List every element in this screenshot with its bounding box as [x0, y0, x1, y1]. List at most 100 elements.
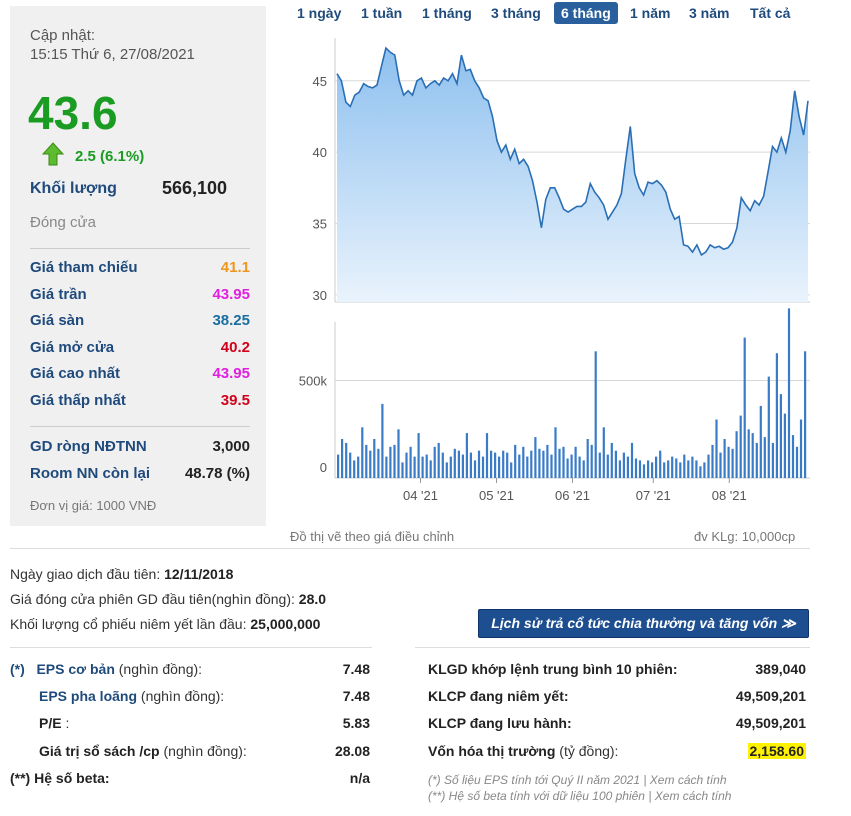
volume-bar	[779, 394, 782, 478]
volume-bar	[651, 462, 654, 478]
stat-value: 28.08	[334, 743, 370, 759]
volume-bar	[626, 456, 629, 478]
price-row-value: 43.95	[212, 365, 250, 382]
volume-bar	[735, 431, 738, 478]
volume-bar	[711, 444, 714, 478]
volume-bar	[699, 466, 702, 478]
volume-bar	[663, 462, 666, 478]
stat-label: Vốn hóa thị trường	[428, 743, 556, 759]
volume-bar	[526, 456, 529, 478]
price-tick-label: 30	[313, 288, 327, 303]
first-listed-value: 25,000,000	[250, 616, 321, 632]
stat-value: 49,509,201	[735, 688, 806, 704]
volume-bar	[465, 433, 468, 478]
room-label: Room NN còn lại	[30, 465, 151, 482]
volume-bar	[795, 446, 799, 478]
volume-bar	[373, 439, 376, 478]
volume-bar	[574, 446, 577, 478]
tab-1-month[interactable]: 1 tháng	[422, 5, 472, 21]
volume-bar	[417, 433, 420, 478]
volume-bar	[522, 446, 525, 478]
volume-bar	[485, 433, 489, 478]
stat-label: P/E	[39, 715, 62, 731]
volume-bar	[799, 419, 803, 478]
volume-bar	[578, 456, 581, 478]
volume-bar	[610, 442, 613, 478]
volume-bar	[570, 454, 573, 478]
close-label: Đóng cửa	[30, 214, 96, 231]
chart-note: Đồ thị vẽ theo giá điều chỉnh	[290, 529, 455, 544]
price-row-label: Giá trần	[30, 286, 87, 303]
tab-1-day[interactable]: 1 ngày	[297, 5, 342, 21]
current-price: 43.6	[28, 87, 118, 139]
stat-row-outstanding-shares: KLCP đang lưu hành: 49,509,201	[428, 715, 806, 735]
price-tick-label: 40	[313, 145, 327, 160]
volume-bar	[763, 437, 766, 478]
divider	[30, 426, 250, 427]
tab-3-years[interactable]: 3 năm	[689, 5, 730, 21]
volume-bar	[594, 351, 597, 479]
volume-bar	[695, 460, 698, 478]
stat-label: KLCP đang niêm yết:	[428, 688, 569, 704]
volume-bar	[494, 452, 497, 478]
volume-bar	[743, 337, 746, 478]
volume-bar	[554, 427, 557, 478]
volume-bar	[783, 413, 786, 478]
volume-bar	[582, 460, 585, 478]
price-change: 2.5 (6.1%)	[75, 148, 145, 165]
volume-bar	[618, 460, 621, 478]
volume-bar	[755, 442, 758, 478]
x-tick-label: 04 '21	[403, 488, 438, 503]
stat-label: Giá trị sổ sách /cp	[39, 743, 160, 759]
volume-bar	[691, 456, 694, 478]
price-tick-label: 45	[313, 74, 327, 89]
volume-bar	[767, 376, 770, 478]
volume-bar	[341, 439, 344, 478]
volume-bar	[518, 454, 521, 478]
stat-row-beta: (**) Hệ số beta: n/a	[10, 770, 370, 790]
price-row: Giá cao nhất 43.95	[30, 365, 250, 387]
price-row-label: Giá cao nhất	[30, 365, 121, 382]
first-listed-label: Khối lượng cổ phiếu niêm yết lần đầu:	[10, 616, 247, 632]
volume-bar	[389, 446, 392, 478]
dividend-history-button[interactable]: Lịch sử trả cổ tức chia thưởng và tăng v…	[478, 609, 809, 638]
x-tick-label: 07 '21	[636, 488, 671, 503]
summary-panel: Cập nhật: 15:15 Thứ 6, 27/08/2021 43.6 2…	[10, 6, 266, 526]
x-tick-label: 08 '21	[712, 488, 747, 503]
volume-bar	[534, 437, 537, 478]
volume-bar	[598, 452, 601, 478]
x-tick-label: 05 '21	[479, 488, 514, 503]
volume-bar	[337, 454, 340, 478]
volume-bar	[747, 429, 750, 479]
volume-bar	[433, 446, 436, 478]
volume-bar	[441, 452, 444, 478]
price-row: Giá mở cửa 40.2	[30, 339, 250, 361]
volume-bar	[667, 460, 670, 478]
stat-label: EPS pha loãng	[39, 688, 138, 704]
volume-bar	[659, 450, 662, 478]
first-listed-line: Khối lượng cổ phiếu niêm yết lần đầu: 25…	[10, 616, 320, 632]
foreign-net-row: GD ròng NĐTNN 3,000	[30, 438, 250, 460]
volume-bar	[510, 462, 513, 478]
note-beta: (**) Hệ số beta tính với dữ liệu 100 phi…	[428, 789, 732, 803]
stat-suffix: (nghìn đồng):	[137, 688, 225, 704]
price-row-value: 41.1	[220, 259, 250, 276]
chart-volume-unit: đv KLg: 10,000cp	[694, 529, 796, 544]
tab-3-months[interactable]: 3 tháng	[491, 5, 541, 21]
volume-bar	[542, 450, 545, 478]
first-trade-line: Ngày giao dịch đầu tiên: 12/11/2018	[10, 566, 233, 582]
volume-bar	[634, 458, 638, 478]
tab-1-week[interactable]: 1 tuần	[361, 5, 403, 21]
tab-6-months[interactable]: 6 tháng	[554, 2, 618, 24]
tab-1-year[interactable]: 1 năm	[630, 5, 671, 21]
stat-row-listed-shares: KLCP đang niêm yết: 49,509,201	[428, 688, 806, 708]
volume-bar	[421, 456, 424, 478]
volume-bar	[385, 456, 388, 478]
volume-bar	[759, 405, 762, 478]
volume-bar	[622, 452, 625, 478]
volume-bar	[365, 444, 368, 478]
volume-bar	[369, 450, 372, 478]
price-row-label: Giá sàn	[30, 312, 85, 329]
tab-all[interactable]: Tất cả	[750, 5, 791, 21]
price-row-label: Giá tham chiếu	[30, 259, 138, 276]
